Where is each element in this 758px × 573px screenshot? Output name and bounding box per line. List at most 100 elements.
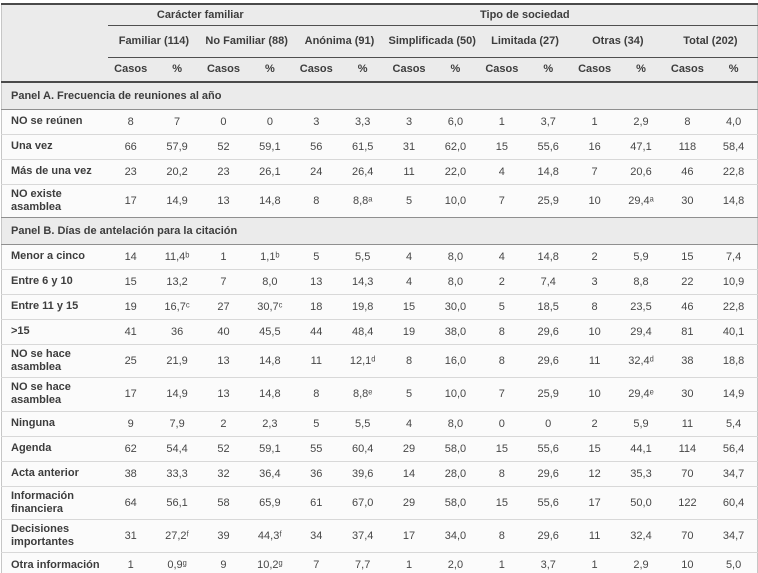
data-cell: 8 [664, 109, 711, 135]
row-label: >15 [1, 319, 108, 345]
data-cell: 15 [478, 486, 526, 521]
data-cell: 0 [200, 109, 247, 135]
data-cell: 32,4 [617, 519, 665, 554]
table-row: Acta anterior 38 33,3 32 36,4 36 39,6 14 28,0 8 29… [1, 461, 758, 487]
data-cell: 5,5 [339, 244, 386, 270]
data-cell: 13 [293, 269, 340, 295]
corner-cell [1, 4, 108, 83]
data-cell: 18,5 [525, 294, 572, 320]
data-cell: 3 [293, 109, 340, 135]
data-cell: 59,1 [246, 436, 294, 462]
data-cell: 8 [478, 519, 526, 554]
subcolumn-header-percent: % [153, 57, 201, 83]
data-cell: 70 [664, 519, 711, 554]
data-cell: 8,0 [432, 411, 479, 437]
data-cell: 13,2 [153, 269, 201, 295]
data-cell: 58,0 [432, 436, 479, 462]
data-cell: 118 [664, 134, 711, 160]
data-cell: 5 [385, 184, 433, 218]
table-row: NO se hace asamblea 25 21,9 13 14,8 11 12,1ᵈ 8 1… [1, 344, 758, 379]
data-cell: 1 [405, 559, 413, 572]
data-cell: 6,0 [432, 109, 479, 135]
data-cell: 17 [107, 184, 154, 218]
data-cell: 55,6 [525, 486, 572, 521]
row-label: NO se reúnen [1, 109, 108, 135]
subcolumn-header-casos: Casos [478, 57, 526, 83]
data-cell: 14,9 [153, 184, 201, 218]
data-cell: 44 [293, 319, 340, 345]
row-label: NO se hace asamblea [1, 377, 108, 412]
data-cell: 20,6 [617, 159, 665, 185]
subcolumn-header-percent: % [432, 57, 479, 83]
data-cell: 27 [200, 294, 247, 320]
data-cell: 23,5 [617, 294, 665, 320]
table-body: Panel A. Frecuencia de reuniones al año N… [1, 81, 758, 573]
row-label: Información financiera [1, 486, 108, 521]
data-cell: 45,5 [246, 319, 294, 345]
table-row: Entre 11 y 15 19 16,7ᶜ 27 30,7ᶜ 18 19,8 15 30,0 5… [1, 294, 758, 320]
data-cell: 34,0 [432, 519, 479, 554]
data-cell: 13 [200, 377, 247, 412]
data-cell: 25,9 [525, 184, 572, 218]
column-header: No Familiar (88) [200, 25, 294, 58]
data-cell: 15 [664, 244, 711, 270]
data-cell: 23 [107, 159, 154, 185]
data-cell: 0 [478, 411, 526, 437]
data-cell: 64 [107, 486, 154, 521]
data-cell: 0,9ᵍ [167, 559, 187, 572]
data-cell: 14,8 [246, 184, 294, 218]
data-cell: 55 [293, 436, 340, 462]
row-label: Entre 6 y 10 [1, 269, 108, 295]
table-row: Otra información 1 0,9ᵍ 9 10,2ᵍ 7 7,7 1 2,0 1 3,7 1… [2, 553, 758, 573]
data-cell: 31 [385, 134, 433, 160]
data-cell: 18 [293, 294, 340, 320]
data-cell: 11,4ᵇ [153, 244, 201, 270]
data-cell: 34 [293, 519, 340, 554]
data-cell: 10,0 [432, 184, 479, 218]
data-cell: 1 [571, 109, 618, 135]
data-cell: 4,0 [710, 109, 758, 135]
data-cell: 7,4 [710, 244, 758, 270]
data-cell: 9 [107, 411, 154, 437]
data-cell: 10 [681, 559, 694, 572]
data-cell: 39 [200, 519, 247, 554]
table-row: Más de una vez 23 20,2 23 26,1 24 26,4 11 22,0 4 1… [1, 159, 758, 185]
table-row: Una vez 66 57,9 52 59,1 56 61,5 31 62,0 15 55,6 16 4… [1, 134, 758, 160]
data-cell: 32 [200, 461, 247, 487]
data-cell: 5,9 [617, 244, 665, 270]
row-label: Agenda [1, 436, 108, 462]
data-cell: 15 [107, 269, 154, 295]
data-cell: 12,1ᵈ [339, 344, 386, 379]
table-row: NO se reúnen 8 7 0 0 3 3,3 3 6,0 1 3,7 1 2,9 8 4,0 [1, 109, 758, 135]
data-cell: 5,9 [617, 411, 665, 437]
data-cell: 21,9 [153, 344, 201, 379]
table-row: NO existe asamblea 17 14,9 13 14,8 8 8,8ᵃ 5 10,0… [1, 184, 758, 218]
data-cell: 5 [478, 294, 526, 320]
data-cell: 8 [293, 377, 340, 412]
subcolumn-header-percent: % [525, 57, 572, 83]
data-cell: 4 [385, 244, 433, 270]
data-cell: 56 [293, 134, 340, 160]
data-cell: 8 [571, 294, 618, 320]
subcolumn-header-row: Casos% Casos% Casos% Casos% Casos% Casos% Caso… [2, 57, 758, 83]
subcolumn-header-casos: Casos [664, 57, 711, 83]
data-cell: 9 [220, 559, 227, 572]
data-cell: 4 [385, 411, 433, 437]
data-cell: 1 [478, 109, 526, 135]
data-cell: 5 [385, 377, 433, 412]
data-cell: 28,0 [432, 461, 479, 487]
data-cell: 12 [571, 461, 618, 487]
data-cell: 1 [591, 559, 598, 572]
data-cell: 58 [200, 486, 247, 521]
subcolumn-header-casos: Casos [107, 57, 154, 83]
data-cell: 60,4 [710, 486, 758, 521]
data-cell: 30 [664, 377, 711, 412]
data-cell: 17 [385, 519, 433, 554]
data-cell: 7 [200, 269, 247, 295]
data-cell: 122 [664, 486, 711, 521]
data-cell: 10 [571, 377, 618, 412]
data-cell: 65,9 [246, 486, 294, 521]
data-cell: 7 [571, 159, 618, 185]
data-cell: 40 [200, 319, 247, 345]
data-cell: 18,8 [710, 344, 758, 379]
